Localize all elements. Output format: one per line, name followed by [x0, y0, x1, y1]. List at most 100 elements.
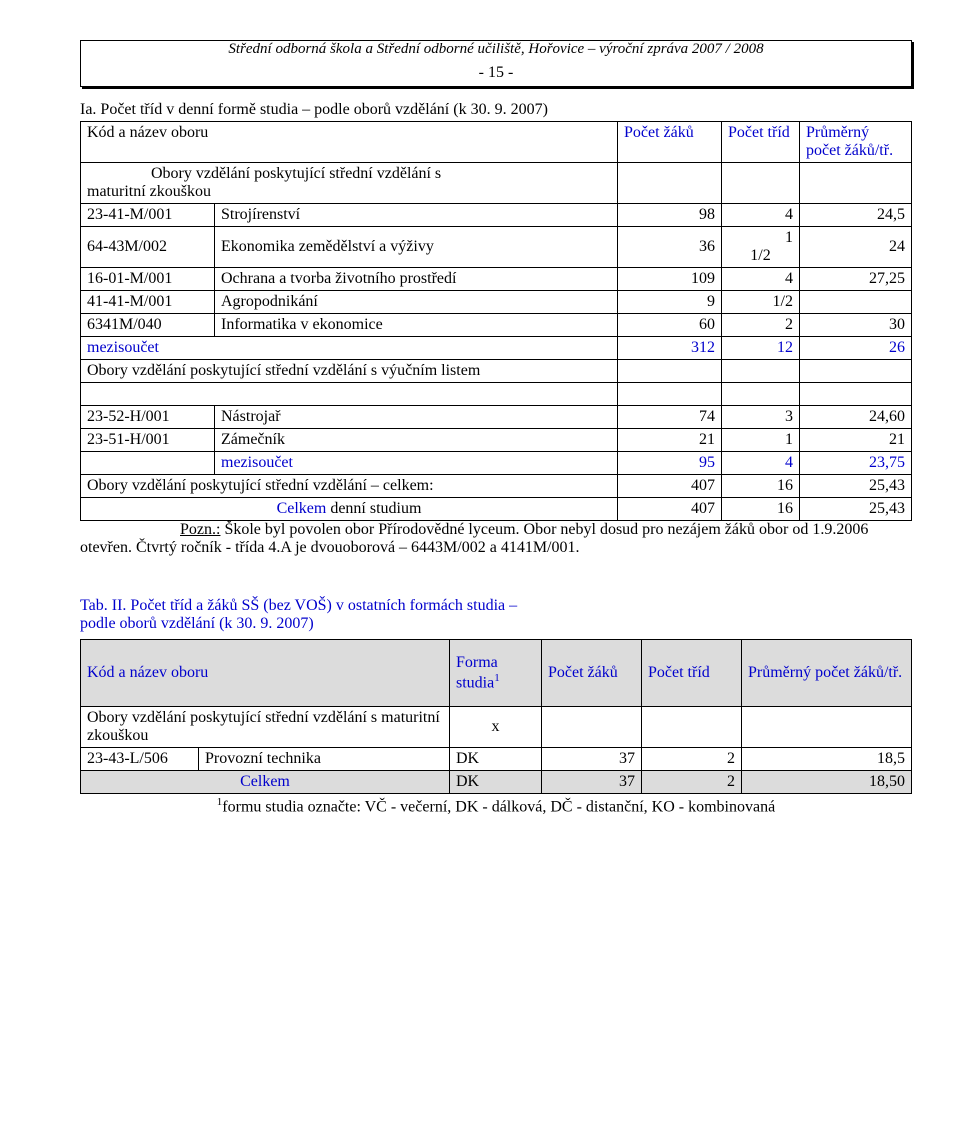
table-row: Kód a název oboru Počet žáků Počet tříd …: [81, 122, 912, 163]
cell-zaku: 21: [618, 429, 722, 452]
table-1: Kód a název oboru Počet žáků Počet tříd …: [80, 121, 912, 521]
section2-title-l1: Tab. II. Počet tříd a žáků SŠ (bez VOŠ) …: [80, 597, 517, 614]
celkem-denni-trid: 16: [722, 498, 800, 521]
table-row: 64-43M/002 Ekonomika zemědělství a výživ…: [81, 227, 912, 248]
note-text2: Čtvrtý ročník - třída 4.A je dvouoborová…: [132, 539, 580, 556]
cell-empty: [618, 383, 722, 406]
celkem-denni-label: Celkem denní studium: [81, 498, 618, 521]
celkem-word: Celkem: [277, 500, 327, 517]
cell-trid-bot: 1/2: [722, 247, 800, 268]
th2-forma-b: studia: [456, 674, 494, 691]
th-prumer: Průměrný počet žáků/tř.: [800, 122, 912, 163]
celkem-obory-trid: 16: [722, 475, 800, 498]
header-box: Střední odborná škola a Střední odborné …: [80, 40, 912, 87]
cell-code: 23-43-L/506: [81, 748, 199, 771]
group2-mark: x: [450, 707, 542, 748]
celkem-obory-label: Obory vzdělání poskytující střední vzděl…: [81, 475, 618, 498]
cell-zaku: 36: [618, 227, 722, 268]
cell-empty: [800, 163, 912, 204]
section1-title: Ia. Počet tříd v denní formě studia – po…: [80, 101, 912, 119]
cell-name: Nástrojař: [215, 406, 618, 429]
table-row: Celkem DK 37 2 18,50: [81, 771, 912, 794]
cell-prumer: 24,5: [800, 204, 912, 227]
cell-prumer: 24: [800, 227, 912, 268]
celkem-obory-prumer: 25,43: [800, 475, 912, 498]
cell-prumer: 30: [800, 314, 912, 337]
celkem-obory-zaku: 407: [618, 475, 722, 498]
cell-zaku: 9: [618, 291, 722, 314]
th-zaku: Počet žáků: [618, 122, 722, 163]
celkem2-trid: 2: [642, 771, 742, 794]
table-row: 6341M/040 Informatika v ekonomice 60 2 3…: [81, 314, 912, 337]
table-row: 23-51-H/001 Zámečník 21 1 21: [81, 429, 912, 452]
cell-trid: 2: [722, 314, 800, 337]
note-lead: Pozn.:: [80, 521, 220, 538]
footnote: 1formu studia označte: VČ - večerní, DK …: [80, 796, 912, 816]
section2-title-l2: podle oborů vzdělání (k 30. 9. 2007): [80, 615, 314, 632]
cell-trid: 2: [642, 748, 742, 771]
table-row: mezisoučet 312 12 26: [81, 337, 912, 360]
cell-empty: [642, 707, 742, 748]
mezisoucet2-trid: 4: [722, 452, 800, 475]
mezisoucet-trid: 12: [722, 337, 800, 360]
group-vyucni: Obory vzdělání poskytující střední vzděl…: [81, 360, 618, 383]
cell-code: 23-52-H/001: [81, 406, 215, 429]
cell-name: Zámečník: [215, 429, 618, 452]
cell-empty: [742, 707, 912, 748]
table-row: 16-01-M/001 Ochrana a tvorba životního p…: [81, 268, 912, 291]
note-paragraph: Pozn.: Škole byl povolen obor Přírodověd…: [80, 521, 912, 557]
table-row: 23-52-H/001 Nástrojař 74 3 24,60: [81, 406, 912, 429]
cell-zaku: 37: [542, 748, 642, 771]
cell-empty: [81, 383, 618, 406]
table-row: Obory vzdělání poskytující střední vzděl…: [81, 707, 912, 748]
cell-forma: DK: [450, 748, 542, 771]
cell-code: 23-51-H/001: [81, 429, 215, 452]
celkem2-zaku: 37: [542, 771, 642, 794]
cell-empty: [618, 360, 722, 383]
table-row: 23-41-M/001 Strojírenství 98 4 24,5: [81, 204, 912, 227]
page-number: - 15 -: [89, 64, 903, 82]
group-maturitni: Obory vzdělání poskytující střední vzděl…: [81, 163, 618, 204]
cell-code: 41-41-M/001: [81, 291, 215, 314]
cell-empty: [722, 163, 800, 204]
mezisoucet-label: mezisoučet: [81, 337, 618, 360]
group2-label: Obory vzdělání poskytující střední vzděl…: [81, 707, 450, 748]
cell-trid: 3: [722, 406, 800, 429]
cell-zaku: 109: [618, 268, 722, 291]
cell-prumer: 21: [800, 429, 912, 452]
sup-1: 1: [494, 672, 500, 684]
cell-zaku: 60: [618, 314, 722, 337]
table-row: 23-43-L/506 Provozní technika DK 37 2 18…: [81, 748, 912, 771]
footnote-text: formu studia označte: VČ - večerní, DK -…: [222, 798, 775, 815]
cell-prumer: 27,25: [800, 268, 912, 291]
cell-code: 23-41-M/001: [81, 204, 215, 227]
table-row: Celkem denní studium 407 16 25,43: [81, 498, 912, 521]
cell-zaku: 98: [618, 204, 722, 227]
th-trid: Počet tříd: [722, 122, 800, 163]
celkem2-forma: DK: [450, 771, 542, 794]
table-row: mezisoučet 95 4 23,75: [81, 452, 912, 475]
cell-zaku: 74: [618, 406, 722, 429]
cell-trid: 1: [722, 429, 800, 452]
th-code-name: Kód a název oboru: [81, 122, 618, 163]
th2-forma-a: Forma: [456, 654, 498, 671]
table-row: Kód a název oboru Forma studia1 Počet žá…: [81, 640, 912, 707]
cell-trid: 4: [722, 268, 800, 291]
cell-code: 64-43M/002: [81, 227, 215, 268]
mezisoucet-prumer: 26: [800, 337, 912, 360]
mezisoucet2-label: mezisoučet: [215, 452, 618, 475]
cell-empty: [800, 360, 912, 383]
table-2: Kód a název oboru Forma studia1 Počet žá…: [80, 639, 912, 794]
cell-prumer: 18,5: [742, 748, 912, 771]
table-row: Obory vzdělání poskytující střední vzděl…: [81, 163, 912, 204]
cell-prumer: 24,60: [800, 406, 912, 429]
mezisoucet2-zaku: 95: [618, 452, 722, 475]
table-row: 41-41-M/001 Agropodnikání 9 1/2: [81, 291, 912, 314]
cell-empty: [81, 452, 215, 475]
celkem-denni-prumer: 25,43: [800, 498, 912, 521]
mezisoucet2-prumer: 23,75: [800, 452, 912, 475]
cell-trid-top: 1: [722, 227, 800, 248]
cell-name: Ekonomika zemědělství a výživy: [215, 227, 618, 268]
header-institution: Střední odborná škola a Střední odborné …: [89, 41, 903, 58]
celkem2-label: Celkem: [81, 771, 450, 794]
